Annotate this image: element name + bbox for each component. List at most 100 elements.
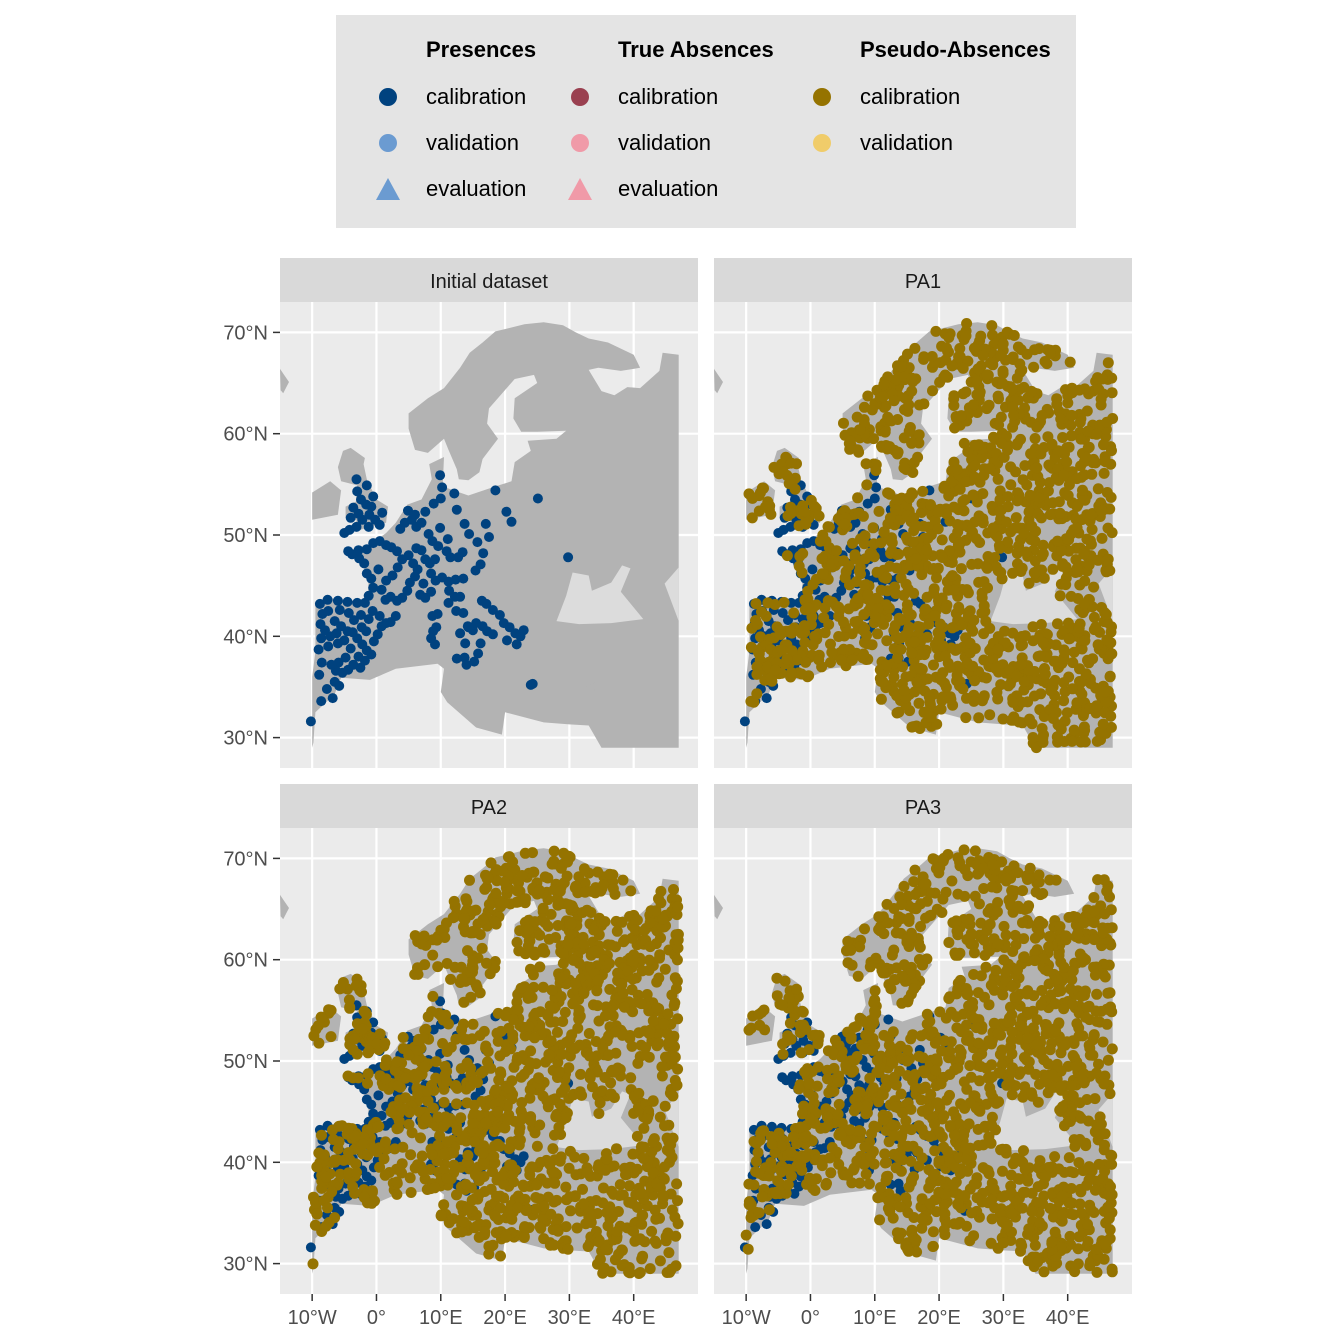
- pseudo-absence-point: [546, 984, 558, 996]
- pseudo-absence-point: [986, 1071, 998, 1083]
- pseudo-absence-point: [445, 973, 457, 985]
- pseudo-absence-point: [972, 363, 984, 375]
- pseudo-absence-point: [956, 619, 968, 631]
- presence-point: [428, 498, 439, 509]
- pseudo-absence-point: [915, 921, 926, 932]
- pseudo-absence-point: [788, 607, 800, 619]
- pseudo-absence-point: [549, 1167, 561, 1179]
- pseudo-absence-point: [1022, 1228, 1034, 1240]
- pseudo-absence-point: [818, 568, 829, 580]
- pseudo-absence-point: [1006, 383, 1018, 395]
- pseudo-absence-point: [503, 1082, 515, 1094]
- presence-point: [363, 521, 374, 532]
- presence-point: [342, 596, 353, 607]
- pseudo-absence-point: [862, 390, 874, 402]
- pseudo-absence-point: [396, 1158, 408, 1170]
- pseudo-absence-point: [654, 1255, 666, 1267]
- pseudo-absence-point: [476, 1096, 488, 1107]
- pseudo-absence-point: [542, 1191, 554, 1203]
- pseudo-absence-point: [569, 1151, 581, 1163]
- pseudo-absence-point: [891, 562, 902, 574]
- pseudo-absence-point: [1058, 695, 1070, 707]
- pseudo-absence-point: [969, 675, 981, 687]
- pseudo-absence-point: [586, 1081, 598, 1093]
- pseudo-absence-point: [472, 918, 484, 930]
- pseudo-absence-point: [358, 1192, 370, 1203]
- pseudo-absence-point: [938, 1199, 950, 1211]
- pseudo-absence-point: [545, 1208, 557, 1220]
- pseudo-absence-point: [875, 693, 887, 705]
- pseudo-absence-point: [908, 512, 920, 524]
- pseudo-absence-point: [490, 887, 502, 899]
- pseudo-absence-point: [441, 1116, 453, 1128]
- pseudo-absence-point: [592, 1000, 603, 1012]
- pseudo-absence-point: [972, 987, 984, 999]
- pseudo-absence-point: [958, 437, 970, 449]
- pseudo-absence-point: [311, 1208, 323, 1220]
- pseudo-absence-point: [311, 1161, 323, 1173]
- pseudo-absence-point: [855, 424, 866, 436]
- pseudo-absence-point: [1016, 364, 1028, 376]
- pseudo-absence-point: [1012, 341, 1024, 353]
- pseudo-absence-point: [878, 379, 890, 391]
- pseudo-absence-point: [611, 1225, 623, 1237]
- pseudo-absence-point: [547, 1143, 559, 1155]
- pseudo-absence-point: [658, 1018, 670, 1030]
- pseudo-absence-point: [785, 457, 797, 469]
- pseudo-absence-point: [867, 1082, 879, 1094]
- pseudo-absence-point: [1106, 1043, 1118, 1055]
- pseudo-absence-point: [1027, 1022, 1039, 1034]
- pseudo-absence-point: [969, 471, 981, 483]
- pseudo-absence-point: [598, 1262, 610, 1274]
- pseudo-absence-point: [1073, 1022, 1085, 1034]
- pseudo-absence-point: [915, 1201, 927, 1213]
- pseudo-absence-point: [1010, 512, 1022, 524]
- pseudo-absence-point: [578, 939, 590, 950]
- pseudo-absence-point: [1042, 485, 1054, 497]
- presence-point: [443, 597, 454, 608]
- pseudo-absence-point: [880, 571, 892, 583]
- pseudo-absence-point: [1100, 456, 1112, 468]
- pseudo-absence-point: [803, 1087, 815, 1099]
- pseudo-absence-point: [871, 566, 883, 578]
- presence-point: [435, 493, 446, 504]
- presence-point: [331, 628, 342, 639]
- pseudo-absence-point: [549, 1177, 561, 1189]
- pseudo-absence-point: [647, 1095, 659, 1107]
- pseudo-absence-point: [623, 1196, 635, 1208]
- pseudo-absence-point: [994, 485, 1006, 497]
- pseudo-absence-point: [1032, 1256, 1044, 1268]
- pseudo-absence-point: [529, 1032, 541, 1044]
- pseudo-absence-point: [864, 547, 876, 559]
- pseudo-absence-point: [352, 1072, 364, 1084]
- pseudo-absence-point: [537, 943, 549, 954]
- pseudo-absence-point: [554, 885, 566, 897]
- pseudo-absence-point: [1036, 985, 1048, 996]
- pseudo-absence-point: [1065, 430, 1077, 442]
- pseudo-absence-point: [524, 1084, 536, 1096]
- pseudo-absence-point: [1047, 713, 1059, 724]
- pseudo-absence-point: [604, 983, 616, 995]
- pseudo-absence-point: [994, 542, 1006, 554]
- pseudo-absence-point: [1035, 619, 1047, 630]
- pseudo-absence-point: [881, 1157, 892, 1168]
- pseudo-absence-point: [844, 443, 856, 455]
- pseudo-absence-point: [590, 1036, 602, 1047]
- pseudo-absence-point: [746, 512, 758, 524]
- pseudo-absence-point: [640, 1042, 652, 1054]
- pseudo-absence-point: [582, 1166, 594, 1178]
- pseudo-absence-point: [308, 1030, 320, 1042]
- pseudo-absence-point: [771, 972, 783, 984]
- pseudo-absence-point: [1008, 409, 1020, 421]
- pseudo-absence-point: [859, 923, 870, 935]
- pseudo-absence-point: [614, 1179, 626, 1191]
- pseudo-absence-point: [874, 1214, 886, 1226]
- pseudo-absence-point: [1099, 1165, 1111, 1177]
- pseudo-absence-point: [418, 930, 430, 942]
- pseudo-absence-point: [893, 548, 905, 560]
- pseudo-absence-point: [653, 1037, 665, 1049]
- pseudo-absence-point: [1022, 902, 1034, 914]
- pseudo-absence-point: [1071, 473, 1083, 485]
- pseudo-absence-point: [1084, 1260, 1096, 1272]
- pseudo-absence-point: [884, 441, 896, 453]
